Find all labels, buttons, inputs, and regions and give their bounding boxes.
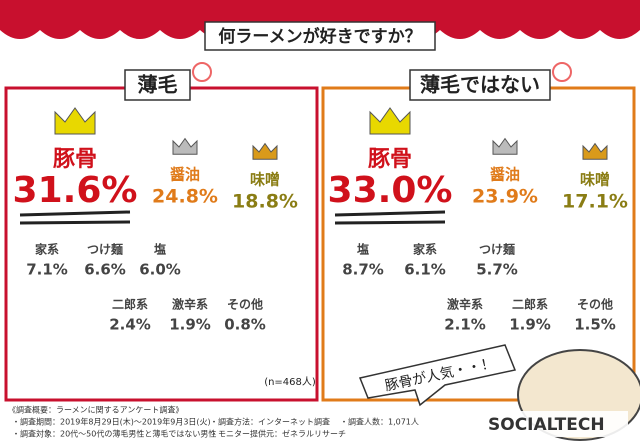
crown [582,142,608,160]
chopstick [334,210,446,217]
item-value: 8.7% [342,261,384,279]
item-value: 1.5% [574,316,616,334]
panel-title: 薄毛ではない [420,73,540,97]
naruto [552,62,572,82]
footer-line: ・モニター提供元：ゼネラルリサーチ [210,429,346,439]
item-label: つけ麺 [87,242,123,257]
footer-line: ・調査方法：インターネット調査 [210,417,330,427]
item-value: 1.9% [169,316,211,334]
item-label: 塩 [357,242,369,257]
footer-line: ・調査対象：20代～50代の薄毛男性と薄毛ではない男性 [12,429,216,439]
title: 何ラーメンが好きですか？ [218,26,421,47]
item-label: 二郎系 [112,297,148,312]
item-label: 家系 [413,242,437,257]
sample-size: (n=468人) [264,376,316,388]
item-value: 17.1% [562,191,628,213]
crown [369,107,411,135]
item-value: 6.6% [84,261,126,279]
item-label: 豚骨 [368,147,412,172]
item-value: 0.8% [224,316,266,334]
naruto [192,62,212,82]
crown [252,142,278,160]
logo-bg [478,411,628,437]
chopstick [19,210,131,217]
item-label: 豚骨 [53,147,97,172]
item-label: 味噌 [250,171,280,189]
item-label: 塩 [154,242,166,257]
item-value: 23.9% [472,186,538,208]
item-label: 味噌 [580,171,610,189]
item-value: 33.0% [328,170,453,211]
item-label: 醤油 [490,166,520,184]
crown [492,137,518,155]
footer-line: ・調査人数：1,071人 [340,417,419,427]
crown [172,137,198,155]
item-value: 1.9% [509,316,551,334]
item-value: 5.7% [476,261,518,279]
item-value: 2.4% [109,316,151,334]
item-label: 醤油 [170,166,200,184]
item-value: 2.1% [444,316,486,334]
speech-bubble [358,344,517,407]
panel-title-box [409,69,551,101]
logo: SOCIALTECH [488,415,605,435]
curtain [0,0,640,39]
item-label: 激辛系 [172,297,208,312]
item-value: 7.1% [26,261,68,279]
item-value: 31.6% [13,170,138,211]
item-value: 18.8% [232,191,298,213]
item-label: その他 [227,297,263,312]
panel-title: 薄毛 [138,73,178,97]
crown [54,107,96,135]
chopstick [19,220,131,225]
item-value: 6.1% [404,261,446,279]
item-label: 家系 [35,242,59,257]
item-value: 6.0% [139,261,181,279]
footer-heading: 《調査概要：ラーメンに関するアンケート調査》 [8,405,183,415]
chopstick [334,220,446,225]
title-box [204,21,436,51]
item-label: 二郎系 [512,297,548,312]
item-value: 24.8% [152,186,218,208]
item-label: つけ麺 [479,242,515,257]
panel-title-box [124,69,191,101]
item-label: その他 [577,297,613,312]
item-label: 激辛系 [447,297,483,312]
footer-line: ・調査期間：2019年8月29日(木)～2019年9月3日(火) [12,417,211,427]
